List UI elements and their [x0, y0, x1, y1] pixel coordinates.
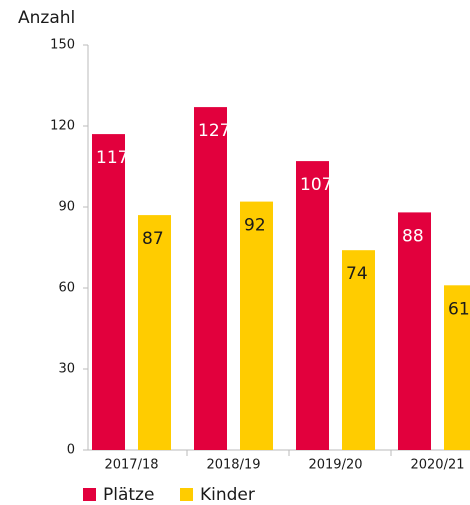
data-label: 61	[448, 299, 470, 319]
bar	[92, 134, 125, 450]
y-tick-label: 30	[58, 362, 75, 377]
data-label: 127	[198, 121, 230, 141]
y-tick-label: 0	[67, 443, 75, 458]
legend-swatch	[180, 488, 193, 501]
y-tick-label: 150	[50, 38, 75, 53]
x-tick-label: 2019/20	[308, 458, 362, 473]
y-axis-label: Anzahl	[18, 8, 75, 28]
bar	[398, 212, 431, 450]
data-label: 107	[300, 175, 332, 195]
data-label: 88	[402, 226, 424, 246]
data-label: 74	[346, 264, 368, 284]
data-label: 117	[96, 148, 128, 168]
y-tick-label: 60	[58, 281, 75, 296]
legend-label: Plätze	[103, 485, 154, 505]
bar	[240, 201, 273, 450]
bar	[342, 250, 375, 450]
bar	[194, 107, 227, 450]
legend-label: Kinder	[200, 485, 255, 505]
x-tick-label: 2020/21	[410, 458, 464, 473]
legend-swatch	[83, 488, 96, 501]
bar	[138, 215, 171, 450]
x-tick-label: 2017/18	[104, 458, 158, 473]
bar	[296, 161, 329, 450]
bar	[444, 285, 470, 450]
x-tick-label: 2018/19	[206, 458, 260, 473]
data-label: 92	[244, 216, 266, 236]
data-label: 87	[142, 229, 164, 249]
y-tick-label: 120	[50, 119, 75, 134]
y-tick-label: 90	[58, 200, 75, 215]
